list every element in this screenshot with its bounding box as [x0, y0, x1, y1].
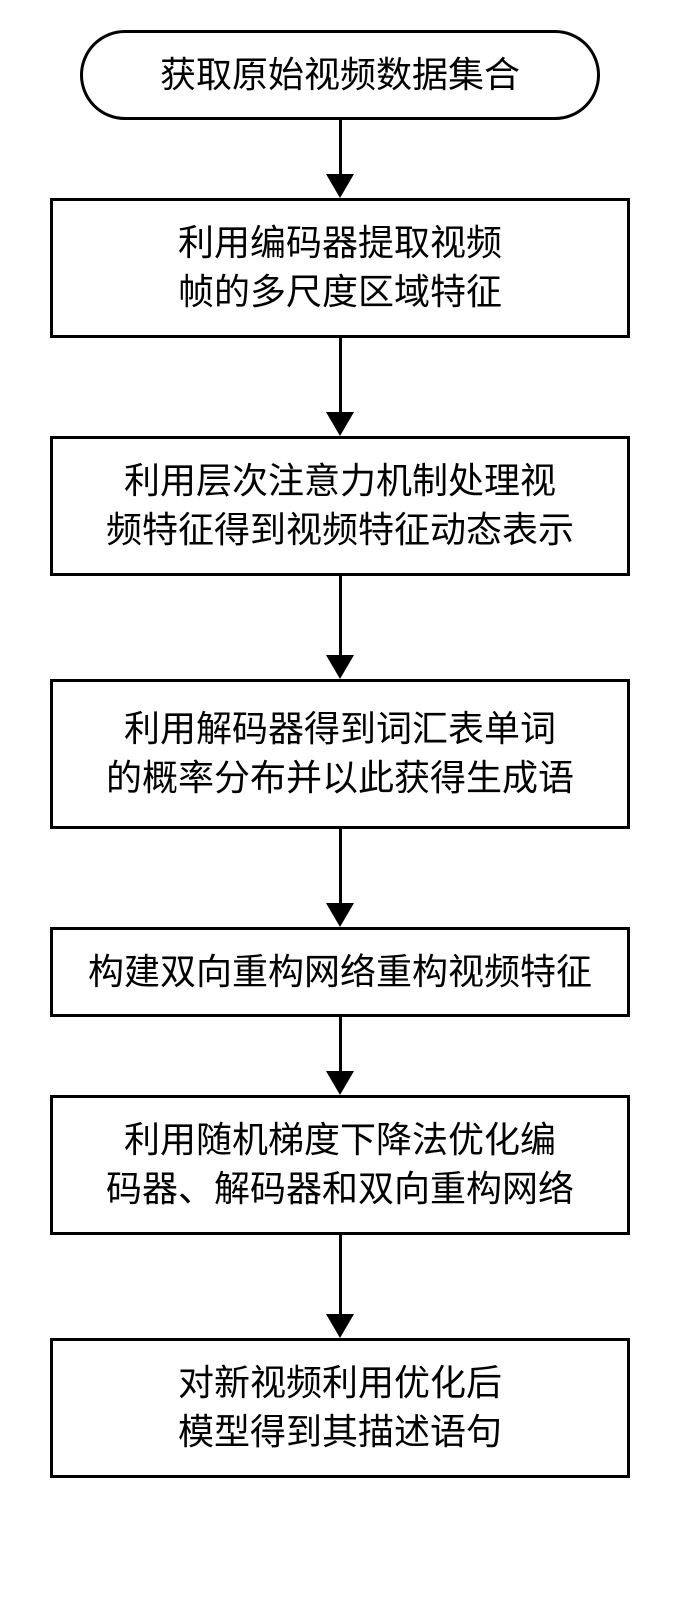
- arrow-shaft: [339, 829, 342, 904]
- flow-node-reconstruct: 构建双向重构网络重构视频特征: [50, 927, 630, 1017]
- arrow-shaft: [339, 1235, 342, 1315]
- flowchart-container: 获取原始视频数据集合 利用编码器提取视频 帧的多尺度区域特征 利用层次注意力机制…: [0, 0, 680, 1478]
- flow-node-decoder: 利用解码器得到词汇表单词 的概率分布并以此获得生成语: [50, 679, 630, 829]
- node-text-line: 利用随机梯度下降法优化编: [124, 1116, 556, 1165]
- flow-edge: [326, 120, 354, 198]
- node-text-line: 构建双向重构网络重构视频特征: [88, 948, 592, 997]
- flow-node-start: 获取原始视频数据集合: [80, 30, 600, 120]
- arrow-shaft: [339, 1017, 342, 1072]
- node-text: 获取原始视频数据集合: [160, 51, 520, 100]
- arrow-shaft: [339, 338, 342, 413]
- node-text-line: 利用编码器提取视频: [178, 219, 502, 268]
- node-text-line: 频特征得到视频特征动态表示: [106, 506, 574, 555]
- arrow-head-icon: [326, 655, 354, 679]
- flow-node-optimize: 利用随机梯度下降法优化编 码器、解码器和双向重构网络: [50, 1095, 630, 1235]
- flow-edge: [326, 338, 354, 436]
- node-text-line: 帧的多尺度区域特征: [178, 268, 502, 317]
- flow-edge: [326, 1235, 354, 1338]
- flow-node-output: 对新视频利用优化后 模型得到其描述语句: [50, 1338, 630, 1478]
- node-text-line: 对新视频利用优化后: [178, 1359, 502, 1408]
- node-text-line: 模型得到其描述语句: [178, 1408, 502, 1457]
- flow-node-attention: 利用层次注意力机制处理视 频特征得到视频特征动态表示: [50, 436, 630, 576]
- arrow-head-icon: [326, 903, 354, 927]
- node-text-line: 的概率分布并以此获得生成语: [106, 754, 574, 803]
- arrow-shaft: [339, 120, 342, 175]
- arrow-shaft: [339, 576, 342, 656]
- node-text-line: 利用解码器得到词汇表单词: [124, 705, 556, 754]
- flow-node-encoder: 利用编码器提取视频 帧的多尺度区域特征: [50, 198, 630, 338]
- node-text-line: 码器、解码器和双向重构网络: [106, 1165, 574, 1214]
- flow-edge: [326, 576, 354, 679]
- flow-edge: [326, 1017, 354, 1095]
- arrow-head-icon: [326, 412, 354, 436]
- arrow-head-icon: [326, 1314, 354, 1338]
- arrow-head-icon: [326, 174, 354, 198]
- flow-edge: [326, 829, 354, 927]
- arrow-head-icon: [326, 1071, 354, 1095]
- node-text-line: 利用层次注意力机制处理视: [124, 457, 556, 506]
